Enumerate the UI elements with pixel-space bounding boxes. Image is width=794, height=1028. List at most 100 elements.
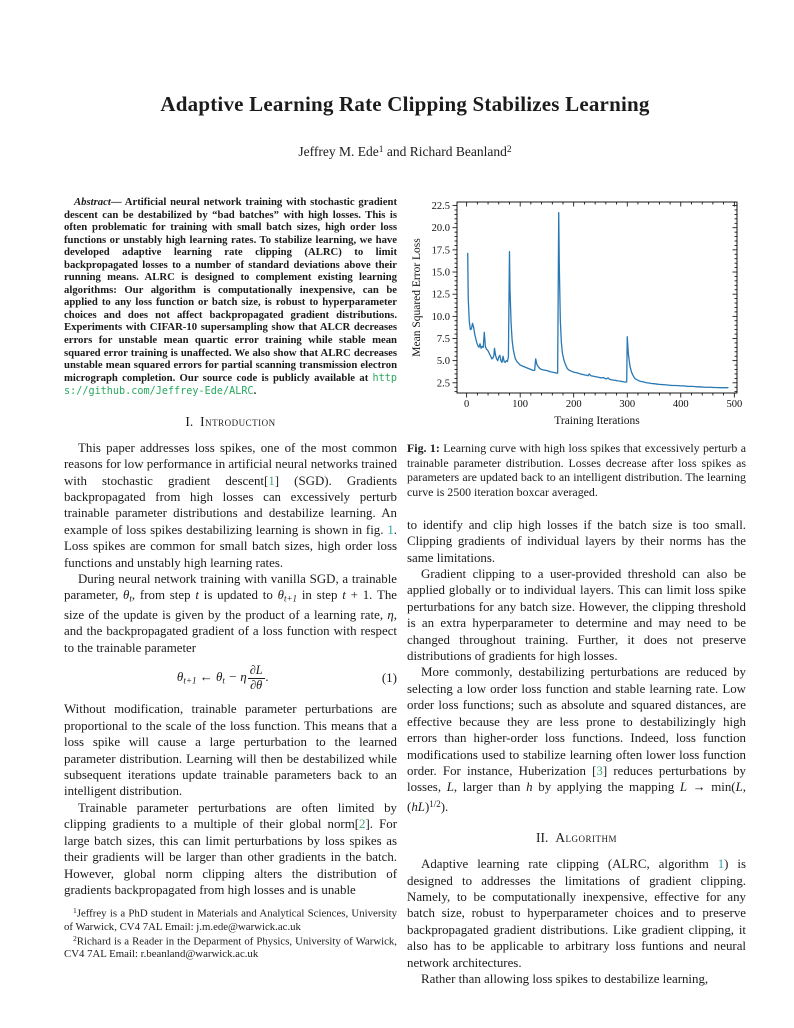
equation-period: . — [265, 669, 269, 685]
italic-text: hL — [411, 799, 425, 814]
italic-text: θ — [123, 588, 130, 603]
left-column: Abstract— Artificial neural network trai… — [64, 196, 397, 961]
text-run: ) is designed to addresses the limitatio… — [407, 857, 746, 970]
text-run: Learning curve with high loss spikes tha… — [407, 441, 747, 500]
superscript: 2 — [73, 934, 77, 944]
superscript: 1 — [73, 906, 77, 916]
text-run: Gradient clipping to a user-provided thr… — [407, 567, 746, 664]
text-run: This paper addresses loss spikes, one of… — [64, 440, 398, 488]
y-tick-label: 7.5 — [437, 334, 450, 345]
body-paragraph-3: More commonly, destabilizing perturbatio… — [407, 664, 746, 815]
text-run: During neural network training with vani… — [64, 572, 398, 603]
italic-text: t — [342, 588, 346, 603]
x-tick-label: 200 — [566, 399, 582, 410]
fraction-denominator: ∂θ — [247, 677, 265, 693]
subscript: t+1 — [283, 593, 298, 604]
bold-text: Fig. 1: — [407, 441, 440, 455]
y-tick-label: 12.5 — [432, 290, 450, 301]
y-tick-label: 15.0 — [432, 268, 450, 279]
text-run: by applying the mapping — [532, 780, 680, 795]
cross-ref-link[interactable]: 1 — [387, 522, 394, 537]
section-number: II. — [536, 830, 549, 846]
intro-paragraph-3: Without modification, trainable paramete… — [64, 701, 397, 799]
superscript: 1 — [378, 144, 384, 155]
update-arrow: ← — [196, 669, 217, 685]
text-run: to identify and clip high losses if the … — [407, 517, 746, 565]
text-run: . Loss spikes are common for small batch… — [64, 522, 398, 570]
figure-1-caption: Fig. 1: Learning curve with high loss sp… — [407, 441, 746, 500]
subscript: t — [129, 593, 132, 604]
minus-eta: − η — [224, 669, 247, 685]
two-column-layout: Abstract— Artificial neural network trai… — [64, 196, 746, 987]
gradient-fraction: ∂L ∂θ — [247, 663, 265, 693]
x-tick-label: 500 — [726, 399, 742, 410]
y-tick-label: 22.5 — [432, 201, 450, 212]
x-tick-label: 100 — [512, 399, 528, 410]
italic-text: L — [446, 780, 454, 795]
algorithm-paragraph-1: Adaptive learning rate clipping (ALRC, a… — [407, 856, 746, 971]
text-run: Trainable parameter perturbations are of… — [64, 800, 398, 832]
x-tick-label: 0 — [464, 399, 469, 410]
y-tick-label: 20.0 — [432, 223, 450, 234]
citation-link[interactable]: 1 — [268, 473, 275, 488]
section-heading-introduction: I. Introduction — [64, 414, 397, 430]
intro-paragraph-2: During neural network training with vani… — [64, 571, 397, 656]
theta-next: θ — [176, 669, 184, 685]
text-run: + 1. The size of the update is given by … — [64, 588, 397, 623]
algorithm-paragraph-2: Rather than allowing loss spikes to dest… — [407, 971, 746, 987]
section-label: Introduction — [200, 413, 276, 429]
theta-next-subscript: t+1 — [183, 675, 197, 686]
fraction-numerator: ∂L — [249, 663, 263, 678]
text-run: ]. For large batch sizes, this can limit… — [64, 817, 398, 897]
x-tick-label: 400 — [673, 399, 689, 410]
figure-1-plot: 0 100 200 300 400 500 2.5 5.0 7.5 10.0 12.5 15.0 17.… — [411, 201, 742, 427]
cross-ref-link[interactable]: 1 — [717, 857, 725, 872]
italic-text: η — [387, 608, 394, 623]
body-paragraph-1: to identify and clip high losses if the … — [407, 517, 746, 566]
section-label: Algorithm — [555, 830, 617, 846]
footnote-1: 1Jeffrey is a PhD student in Materials a… — [64, 905, 397, 933]
text-run: , from step — [131, 588, 196, 603]
superscript: 1/2 — [429, 798, 441, 809]
y-tick-label: 10.0 — [432, 312, 450, 323]
italic-text: L — [735, 780, 743, 795]
text-run: Without modification, trainable paramete… — [64, 702, 398, 799]
text-run: is updated to — [198, 588, 278, 603]
text-run: ) — [424, 799, 430, 814]
text-run: in step — [297, 588, 343, 603]
url-link[interactable]: https://github.com/Jeffrey-Ede/ALRC — [64, 372, 398, 398]
text-run: ] (SGD). Gradients backpropagated from h… — [64, 473, 398, 537]
section-heading-algorithm: II. Algorithm — [407, 830, 746, 846]
citation-link[interactable]: 3 — [596, 763, 603, 778]
y-tick-label: 17.5 — [432, 245, 450, 256]
text-run: . — [253, 385, 257, 398]
section-number: I. — [185, 413, 194, 429]
x-tick-label: 300 — [619, 399, 635, 410]
body-paragraph-2: Gradient clipping to a user-provided thr… — [407, 566, 746, 664]
learning-curve-chart: 0 100 200 300 400 500 2.5 5.0 7.5 10.0 12.5 15.0 17.… — [407, 196, 745, 434]
equation-number: (1) — [381, 670, 398, 686]
text-run: Jeffrey is a PhD student in Materials an… — [64, 907, 398, 933]
text-run: , ( — [407, 780, 747, 814]
text-run: and Richard Beanland — [383, 144, 507, 159]
superscript: 2 — [506, 144, 512, 155]
text-run: Jeffrey M. Ede — [298, 144, 379, 159]
text-run: Adaptive learning rate clipping (ALRC, a… — [421, 857, 718, 872]
italic-text: L — [679, 780, 688, 795]
loss-curve-line — [467, 211, 729, 389]
right-column: 0 100 200 300 400 500 2.5 5.0 7.5 10.0 12.5 15.0 17.… — [407, 196, 746, 987]
italic-text: t — [195, 588, 199, 603]
abstract: Abstract— Artificial neural network trai… — [64, 196, 397, 399]
text-run: → min( — [687, 780, 736, 795]
italic-text: Abstract — [74, 196, 111, 208]
plot-frame — [456, 201, 738, 394]
text-run: ] reduces perturbations by losses, — [407, 763, 746, 795]
text-run: Richard is a Reader in the Deparment of … — [64, 935, 398, 961]
equation-body: θt+1 ← θt − η ∂L ∂θ. — [64, 664, 382, 692]
footnote-2: 2Richard is a Reader in the Deparment of… — [64, 933, 397, 961]
citation-link[interactable]: 2 — [359, 817, 366, 832]
theta-current-subscript: t — [222, 675, 225, 686]
x-axis-label: Training Iterations — [554, 415, 640, 427]
authors-line: Jeffrey M. Ede1 and Richard Beanland2 — [64, 144, 746, 160]
